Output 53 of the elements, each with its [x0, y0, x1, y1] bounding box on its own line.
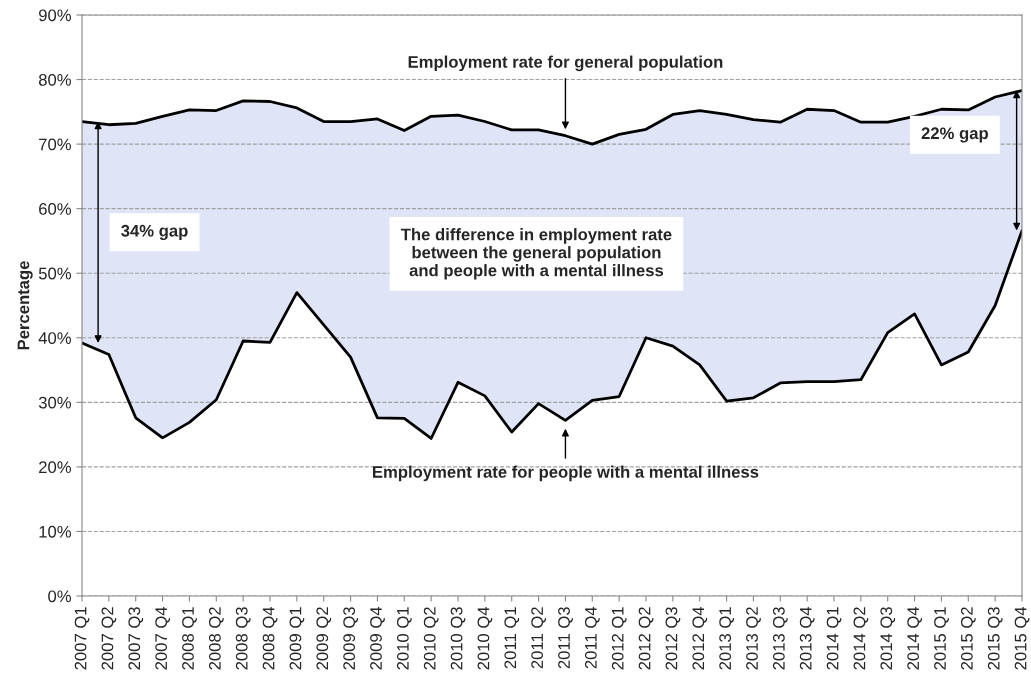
x-tick-label: 2012 Q4 [692, 606, 708, 670]
x-tick-label: 2012 Q1 [611, 607, 627, 670]
annotation: 22% gap [921, 127, 988, 143]
y-tick-label: 50% [38, 267, 71, 280]
y-axis-title: Percentage [17, 261, 33, 350]
line-series [82, 89, 1022, 146]
x-tick-label: 2008 Q3 [235, 607, 251, 670]
x-tick-label: 2007 Q1 [74, 607, 90, 670]
annotation: Employment rate for general population [408, 55, 723, 72]
x-tick-label: 2007 Q2 [101, 607, 117, 670]
y-tick-label: 90% [39, 9, 71, 22]
annotation: Employment rate for people with a mental illness [372, 465, 759, 482]
x-tick-label: 2011 Q1 [504, 607, 520, 669]
x-tick-label: 2010 Q2 [423, 607, 439, 670]
y-tick-label: 80% [38, 73, 71, 86]
x-tick-label: 2007 Q3 [128, 607, 144, 670]
x-tick-label: 2011 Q3 [558, 607, 573, 669]
annotation: The difference in employment rate between the general population and people with a mental illness [400, 228, 672, 280]
y-tick-label: 20% [39, 461, 71, 474]
x-tick-label: 2014 Q1 [826, 607, 842, 670]
y-tick-label: 70% [39, 138, 71, 151]
x-tick-label: 2015 Q1 [934, 607, 949, 670]
x-tick-label: 2014 Q4 [907, 606, 923, 670]
x-tick-label: 2009 Q2 [316, 607, 332, 670]
x-tick-label: 2015 Q3 [987, 607, 1003, 670]
y-tick-label: 40% [38, 332, 71, 344]
y-tick-label: 0% [48, 590, 71, 603]
x-tick-label: 2010 Q1 [396, 607, 412, 670]
x-tick-label: 2013 Q2 [746, 607, 761, 670]
x-tick-label: 2013 Q1 [719, 607, 735, 670]
x-tick-label: 2012 Q3 [665, 607, 681, 670]
x-tick-label: 2008 Q1 [182, 607, 197, 670]
x-tick-label: 2008 Q2 [208, 607, 224, 670]
y-tick-label: 60% [39, 203, 71, 215]
x-tick-label: 2007 Q4 [155, 606, 171, 670]
x-tick-label: 2010 Q3 [450, 607, 466, 670]
x-tick-label: 2011 Q4 [584, 606, 600, 669]
x-tick-label: 2015 Q4 [1014, 606, 1030, 670]
x-tick-label: 2008 Q4 [262, 606, 278, 670]
x-tick-label: 2009 Q4 [370, 606, 385, 670]
annotation: 34% gap [121, 224, 188, 240]
x-tick-label: 2010 Q4 [477, 606, 493, 670]
x-tick-label: 2012 Q2 [638, 607, 654, 670]
x-tick-label: 2009 Q3 [343, 607, 359, 670]
x-tick-label: 2013 Q3 [772, 607, 788, 670]
y-tick-label: 30% [38, 396, 71, 409]
y-tick-label: 10% [39, 525, 71, 538]
x-tick-label: 2014 Q3 [880, 607, 896, 670]
x-tick-label: 2014 Q2 [853, 607, 869, 670]
x-tick-label: 2009 Q1 [289, 607, 305, 670]
x-tick-label: 2013 Q4 [799, 606, 815, 670]
x-tick-label: 2015 Q2 [960, 607, 976, 670]
x-tick-label: 2011 Q2 [531, 607, 547, 669]
